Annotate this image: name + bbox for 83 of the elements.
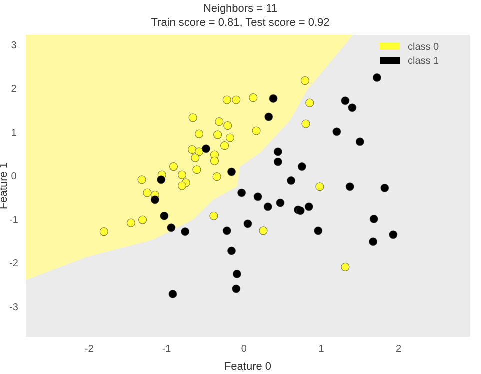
point bbox=[302, 120, 310, 128]
point bbox=[276, 198, 285, 208]
x-tick-label: 2 bbox=[396, 344, 402, 355]
point bbox=[191, 154, 200, 162]
point bbox=[372, 73, 382, 82]
point bbox=[316, 182, 324, 192]
point bbox=[169, 162, 178, 172]
point bbox=[150, 196, 160, 204]
point bbox=[346, 182, 354, 192]
point bbox=[143, 188, 152, 198]
y-tick-label: -1 bbox=[10, 215, 19, 226]
x-tick-label: -2 bbox=[84, 344, 94, 355]
point bbox=[369, 238, 378, 246]
point bbox=[238, 188, 246, 198]
point bbox=[274, 158, 282, 166]
y-tick-label: 0 bbox=[11, 171, 18, 182]
point bbox=[210, 156, 220, 166]
point bbox=[222, 226, 232, 236]
point bbox=[188, 145, 197, 154]
point bbox=[252, 126, 261, 136]
point bbox=[138, 216, 148, 224]
point bbox=[194, 130, 204, 138]
point bbox=[274, 148, 282, 156]
point bbox=[226, 134, 234, 142]
point bbox=[220, 142, 230, 150]
point bbox=[160, 212, 169, 220]
point bbox=[224, 121, 232, 130]
point bbox=[244, 220, 252, 228]
point bbox=[232, 96, 241, 104]
point bbox=[332, 128, 342, 136]
point bbox=[304, 202, 314, 212]
point bbox=[138, 176, 146, 184]
y-tick-label: -3 bbox=[10, 302, 19, 314]
point bbox=[314, 226, 323, 236]
point bbox=[287, 176, 296, 186]
y-tick-label: 3 bbox=[11, 40, 18, 52]
point bbox=[188, 114, 198, 122]
point bbox=[178, 182, 187, 190]
point bbox=[300, 76, 310, 86]
point bbox=[126, 218, 136, 228]
point bbox=[259, 226, 268, 236]
point bbox=[181, 228, 190, 236]
point bbox=[389, 230, 398, 240]
point bbox=[214, 130, 222, 140]
point bbox=[341, 262, 350, 272]
x-tick-label: -1 bbox=[162, 344, 172, 355]
point bbox=[269, 94, 278, 103]
point bbox=[306, 98, 314, 108]
point bbox=[264, 202, 272, 212]
point bbox=[157, 176, 166, 184]
point bbox=[232, 284, 241, 294]
point bbox=[356, 138, 364, 146]
point bbox=[100, 228, 108, 236]
x-tick-label: 0 bbox=[241, 344, 248, 355]
y-tick-label: -2 bbox=[10, 258, 19, 270]
point bbox=[227, 168, 236, 176]
point bbox=[249, 94, 258, 102]
point bbox=[341, 96, 350, 106]
point bbox=[210, 212, 218, 220]
chart-subtitle: Train score = 0.81, Test score = 0.92 bbox=[151, 17, 330, 29]
chart-title: Neighbors = 11 bbox=[203, 3, 278, 15]
y-tick-label: 1 bbox=[11, 128, 18, 139]
legend-label: class 1 bbox=[408, 56, 440, 67]
point bbox=[168, 290, 178, 299]
legend-label: class 0 bbox=[408, 42, 440, 53]
point bbox=[370, 214, 378, 224]
point bbox=[212, 172, 222, 182]
point bbox=[178, 170, 187, 180]
point bbox=[202, 144, 211, 154]
point bbox=[167, 224, 176, 232]
x-tick-label: 1 bbox=[318, 344, 325, 355]
point bbox=[298, 162, 306, 172]
point bbox=[348, 104, 357, 112]
point bbox=[254, 192, 262, 202]
point bbox=[232, 270, 242, 278]
y-tick-label: 2 bbox=[11, 84, 18, 96]
point bbox=[227, 246, 236, 256]
x-axis-title: Feature 0 bbox=[224, 361, 272, 373]
point bbox=[380, 184, 390, 192]
point bbox=[215, 118, 224, 126]
point bbox=[192, 166, 202, 174]
point bbox=[222, 96, 232, 104]
point bbox=[264, 112, 274, 122]
